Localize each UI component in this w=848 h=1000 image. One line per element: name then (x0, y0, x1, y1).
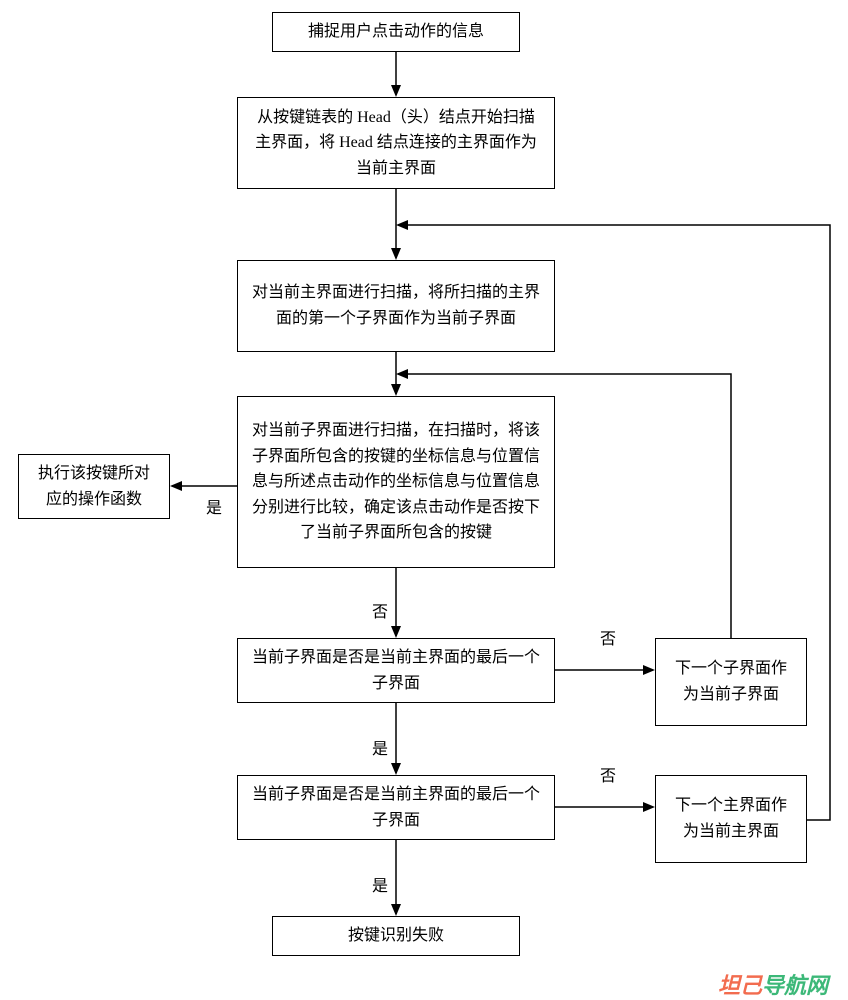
edge-label-no: 否 (370, 598, 390, 622)
edge-label-no: 否 (598, 762, 618, 786)
node-text: 执行该按键所对应的操作函数 (31, 461, 157, 512)
flow-node-execute: 执行该按键所对应的操作函数 (18, 454, 170, 519)
edge-label-yes: 是 (370, 735, 390, 759)
flow-node-next-sub: 下一个子界面作为当前子界面 (655, 638, 807, 726)
flow-node-next-main: 下一个主界面作为当前主界面 (655, 775, 807, 863)
flow-node-last-sub-check-2: 当前子界面是否是当前主界面的最后一个子界面 (237, 775, 555, 840)
node-text: 捕捉用户点击动作的信息 (308, 19, 484, 45)
edge-label-yes: 是 (204, 494, 224, 518)
node-text: 当前子界面是否是当前主界面的最后一个子界面 (250, 782, 542, 833)
node-text: 从按键链表的 Head（头）结点开始扫描主界面，将 Head 结点连接的主界面作… (250, 105, 542, 182)
node-text: 按键识别失败 (348, 923, 444, 949)
node-text: 当前子界面是否是当前主界面的最后一个子界面 (250, 645, 542, 696)
flow-node-scan-main: 对当前主界面进行扫描，将所扫描的主界面的第一个子界面作为当前子界面 (237, 260, 555, 352)
flow-node-scan-sub: 对当前子界面进行扫描，在扫描时，将该子界面所包含的按键的坐标信息与位置信息与所述… (237, 396, 555, 568)
edge-label-no: 否 (598, 625, 618, 649)
node-text: 下一个主界面作为当前主界面 (668, 793, 794, 844)
watermark-part1: 坦己 (718, 973, 762, 998)
flow-node-fail: 按键识别失败 (272, 916, 520, 956)
flow-node-last-sub-check-1: 当前子界面是否是当前主界面的最后一个子界面 (237, 638, 555, 703)
node-text: 对当前主界面进行扫描，将所扫描的主界面的第一个子界面作为当前子界面 (250, 280, 542, 331)
watermark-part2: 导航网 (762, 973, 828, 998)
flow-node-capture: 捕捉用户点击动作的信息 (272, 12, 520, 52)
node-text: 对当前子界面进行扫描，在扫描时，将该子界面所包含的按键的坐标信息与位置信息与所述… (250, 418, 542, 546)
edge-label-yes: 是 (370, 872, 390, 896)
flow-node-scan-head: 从按键链表的 Head（头）结点开始扫描主界面，将 Head 结点连接的主界面作… (237, 97, 555, 189)
watermark-text: 坦己导航网 (718, 968, 828, 1000)
node-text: 下一个子界面作为当前子界面 (668, 656, 794, 707)
